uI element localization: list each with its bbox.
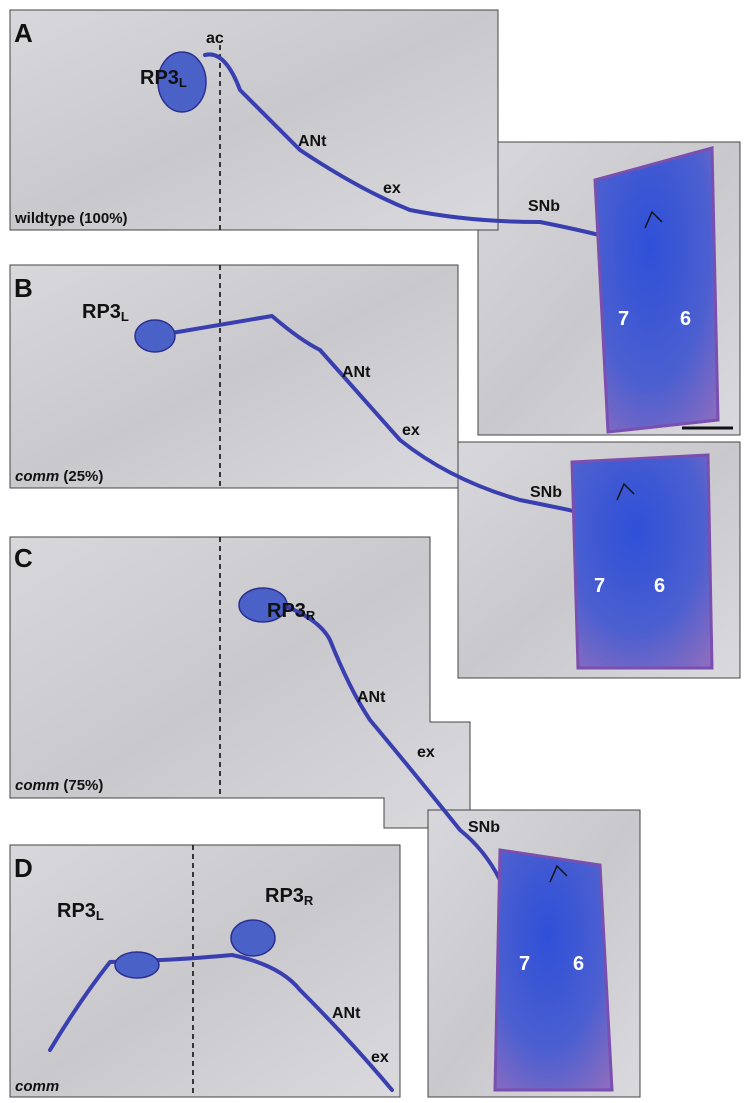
genotype-name: wildtype <box>14 210 75 227</box>
frequency: (25%) <box>63 468 103 485</box>
genotype-name: comm <box>15 777 59 794</box>
muscle <box>495 850 612 1090</box>
genotype: comm <box>15 1078 59 1095</box>
muscle-number: 6 <box>680 308 691 330</box>
panel-label: B <box>14 273 33 303</box>
muscle <box>572 455 712 668</box>
soma <box>231 920 275 956</box>
panel-d-image <box>10 845 400 1097</box>
nerve-label: ex <box>383 180 401 197</box>
cell-side: R <box>306 608 316 623</box>
genotype: comm (25%) <box>15 468 103 485</box>
cell-side: L <box>96 908 104 923</box>
cell-side: L <box>179 75 187 90</box>
figure: A RP3L ac ANt ex SNb 7 6 wildtype (100%)… <box>0 0 744 1103</box>
muscle-number: 7 <box>519 953 530 975</box>
muscle-number: 7 <box>594 575 605 597</box>
panel-b-image <box>10 265 458 488</box>
nerve-label: ANt <box>298 133 327 150</box>
nerve-label: ANt <box>342 364 371 381</box>
nerve-label: ex <box>417 744 435 761</box>
cell-name: RP3 <box>267 600 306 622</box>
panel-a-image <box>10 10 498 230</box>
genotype: comm (75%) <box>15 777 103 794</box>
cell-side: R <box>304 893 314 908</box>
muscle-number: 6 <box>573 953 584 975</box>
genotype-name: comm <box>15 468 59 485</box>
cell-name: RP3 <box>57 900 96 922</box>
cell-side: L <box>121 309 129 324</box>
genotype-name: comm <box>15 1078 59 1095</box>
panel-label: A <box>14 18 33 48</box>
nerve-label: SNb <box>528 198 560 215</box>
nerve-label: ANt <box>332 1005 361 1022</box>
frequency: (100%) <box>79 210 127 227</box>
nerve-label: ex <box>402 422 420 439</box>
panel-label: C <box>14 543 33 573</box>
nerve-label: ANt <box>357 689 386 706</box>
nerve-label: ac <box>206 30 224 47</box>
muscle-number: 6 <box>654 575 665 597</box>
soma <box>115 952 159 978</box>
frequency: (75%) <box>63 777 103 794</box>
cell-name: RP3 <box>140 67 179 89</box>
nerve-label: SNb <box>468 819 500 836</box>
muscle <box>595 148 718 432</box>
cell-name: RP3 <box>82 301 121 323</box>
nerve-label: SNb <box>530 484 562 501</box>
genotype: wildtype (100%) <box>14 210 128 227</box>
nerve-label: ex <box>371 1049 389 1066</box>
cell-name: RP3 <box>265 885 304 907</box>
muscle-number: 7 <box>618 308 629 330</box>
panel-label: D <box>14 853 33 883</box>
soma <box>135 320 175 352</box>
